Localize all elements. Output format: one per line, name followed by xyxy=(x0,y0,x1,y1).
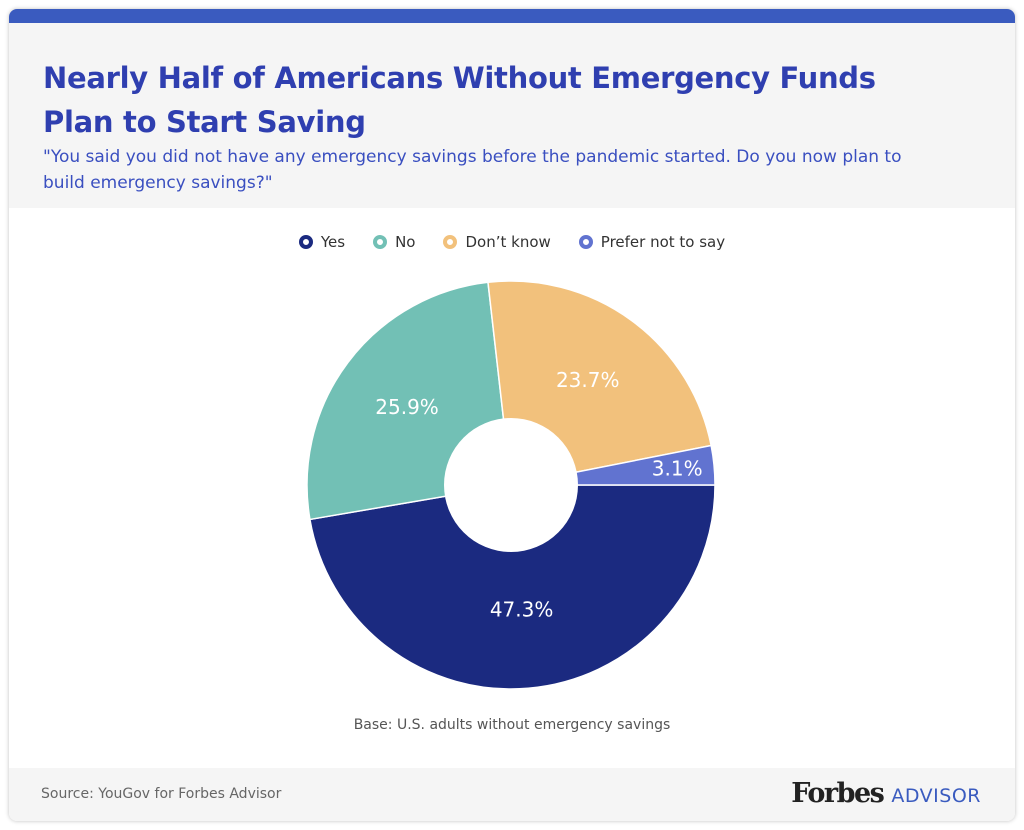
header: Nearly Half of Americans Without Emergen… xyxy=(9,23,1015,208)
chart-subtitle: "You said you did not have any emergency… xyxy=(43,147,902,193)
logo-forbes: Forbes xyxy=(791,778,885,809)
legend-item: Prefer not to say xyxy=(578,233,726,251)
data-label: 3.1% xyxy=(652,456,703,480)
legend-label: Yes xyxy=(320,233,346,251)
footer: Source: YouGov for Forbes Advisor Forbes… xyxy=(9,768,1015,821)
legend: Yes No Don’t know Prefer not to say xyxy=(9,233,1015,251)
forbes-advisor-logo: Forbes ADVISOR xyxy=(791,778,981,809)
legend-label: Prefer not to say xyxy=(600,233,726,251)
base-note: Base: U.S. adults without emergency savi… xyxy=(353,717,671,733)
top-accent-bar xyxy=(9,9,1015,23)
legend-marker-icon xyxy=(578,235,593,249)
slice-yes xyxy=(309,484,716,690)
legend-label: No xyxy=(395,233,416,251)
chart-title: Nearly Half of Americans Without Emergen… xyxy=(43,61,876,139)
data-label: 25.9% xyxy=(375,395,439,419)
legend-item: No xyxy=(373,233,415,251)
legend-item: Don’t know xyxy=(443,233,551,251)
legend-marker-icon xyxy=(443,235,458,249)
legend-marker-icon xyxy=(298,235,313,249)
logo-advisor: ADVISOR xyxy=(891,785,981,807)
data-label: 47.3% xyxy=(490,598,554,622)
data-label: 23.7% xyxy=(556,368,620,392)
donut-hole xyxy=(444,418,578,552)
legend-label: Don’t know xyxy=(465,233,551,251)
source-text: Source: YouGov for Forbes Advisor xyxy=(41,786,282,802)
legend-marker-icon xyxy=(373,235,388,249)
legend-item: Yes xyxy=(298,233,346,251)
